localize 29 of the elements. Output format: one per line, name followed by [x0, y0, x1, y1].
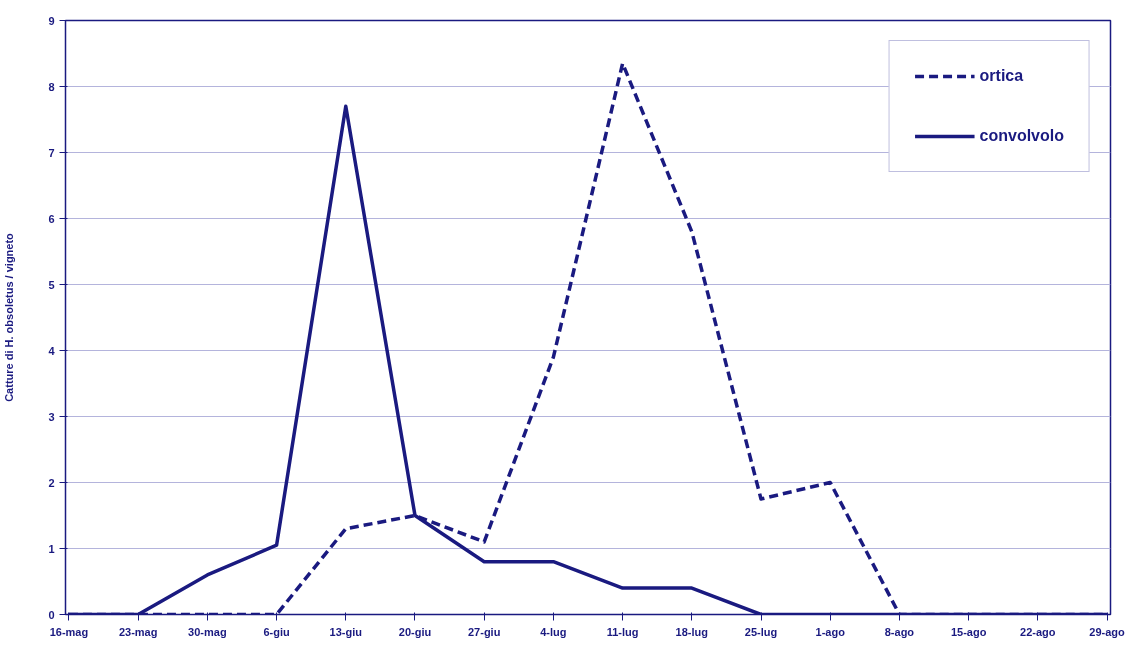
y-tick-label: 4	[48, 344, 56, 357]
y-tick-label: 0	[48, 608, 55, 621]
y-tick-label: 5	[48, 278, 55, 291]
x-tick-label: 1-ago	[815, 625, 846, 638]
x-tick-label: 20-giu	[398, 625, 432, 638]
y-tick-label: 7	[48, 146, 55, 159]
legend-label: ortica	[979, 67, 1024, 85]
y-axis-title: Catture di H. obsoletus / vigneto	[3, 232, 16, 402]
x-tick-label: 22-ago	[1020, 625, 1056, 638]
x-tick-label: 25-lug	[744, 625, 778, 638]
y-tick-label: 9	[48, 14, 55, 27]
x-tick-label: 29-ago	[1089, 625, 1126, 638]
x-tick-label: 18-lug	[675, 625, 709, 638]
x-tick-label: 23-mag	[118, 625, 158, 638]
x-tick-label: 13-giu	[329, 625, 362, 638]
y-tick-label: 8	[48, 80, 55, 93]
x-tick-label: 16-mag	[49, 625, 89, 638]
y-tick-label: 1	[48, 542, 55, 555]
x-tick-label: 11-lug	[606, 625, 639, 638]
x-tick-label: 8-ago	[884, 625, 915, 638]
x-tick-label: 15-ago	[950, 625, 987, 638]
x-tick-label: 27-giu	[468, 625, 501, 638]
y-tick-label: 6	[48, 212, 55, 225]
y-tick-label: 2	[48, 476, 55, 489]
x-tick-label: 4-lug	[540, 625, 567, 638]
legend-label: convolvolo	[979, 127, 1064, 145]
x-tick-label: 6-giu	[263, 625, 290, 638]
y-tick-label: 3	[48, 410, 55, 423]
x-tick-label: 30-mag	[188, 625, 227, 638]
